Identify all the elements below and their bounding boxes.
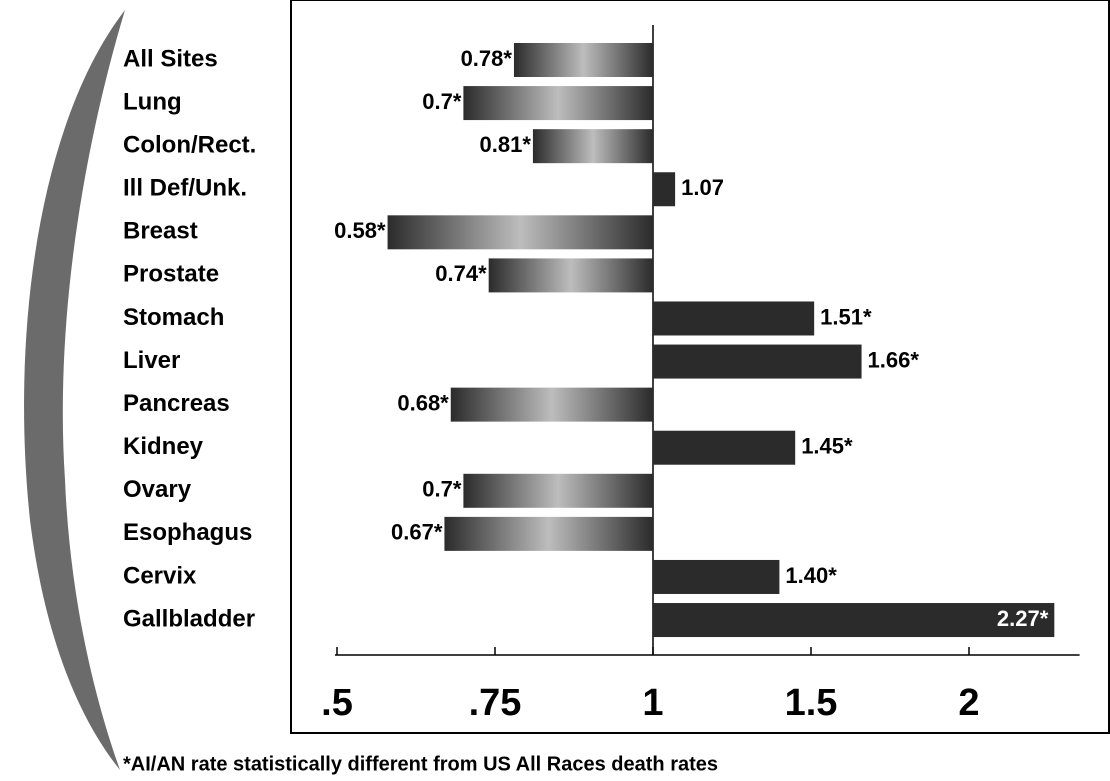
category-label: Ovary <box>123 476 192 503</box>
bar <box>653 345 862 379</box>
chart: *AI/AN rate statistically different from… <box>0 0 1110 781</box>
bar <box>653 560 779 594</box>
bar <box>653 301 814 335</box>
value-label: 0.58* <box>334 218 386 243</box>
x-tick-label: 2 <box>958 682 979 724</box>
value-label: 1.40* <box>785 563 837 588</box>
category-label: Stomach <box>123 304 224 331</box>
bar <box>653 172 675 206</box>
bar <box>388 215 653 249</box>
x-tick-label: .75 <box>469 682 522 724</box>
category-label: Esophagus <box>123 519 252 546</box>
value-label: 1.66* <box>868 347 920 372</box>
category-label: Prostate <box>123 261 219 288</box>
value-label: 1.45* <box>801 434 853 459</box>
value-label: 0.74* <box>435 261 487 286</box>
category-label: Ill Def/Unk. <box>123 175 247 202</box>
value-label: 0.68* <box>397 390 449 415</box>
category-label: Breast <box>123 218 198 245</box>
x-tick-label: 1.5 <box>785 682 838 724</box>
value-label: 0.7* <box>422 89 462 114</box>
x-tick-label: .5 <box>321 682 353 724</box>
value-label: 2.27* <box>997 606 1049 631</box>
page: *AI/AN rate statistically different from… <box>0 0 1110 781</box>
category-label: Cervix <box>123 562 197 589</box>
value-label: 1.07 <box>681 175 724 200</box>
bar <box>653 603 1054 637</box>
bar <box>463 474 653 508</box>
x-tick-label: 1 <box>642 682 663 724</box>
value-label: 0.7* <box>422 477 462 502</box>
value-label: 1.51* <box>820 304 872 329</box>
bar <box>514 43 653 77</box>
decoration <box>24 10 125 770</box>
category-label: Pancreas <box>123 390 230 417</box>
bar <box>451 388 653 422</box>
bar <box>463 86 653 120</box>
category-label: Kidney <box>123 433 204 460</box>
category-label: Lung <box>123 88 182 115</box>
category-label: Colon/Rect. <box>123 132 256 159</box>
category-label: Liver <box>123 347 180 374</box>
bar <box>444 517 653 551</box>
bar <box>653 431 795 465</box>
category-label: Gallbladder <box>123 605 255 632</box>
value-label: 0.67* <box>391 520 443 545</box>
bar <box>533 129 653 163</box>
value-label: 0.78* <box>461 46 513 71</box>
value-label: 0.81* <box>480 132 532 157</box>
bar <box>489 258 653 292</box>
footnote: *AI/AN rate statistically different from… <box>123 753 718 775</box>
category-label: All Sites <box>123 45 218 72</box>
